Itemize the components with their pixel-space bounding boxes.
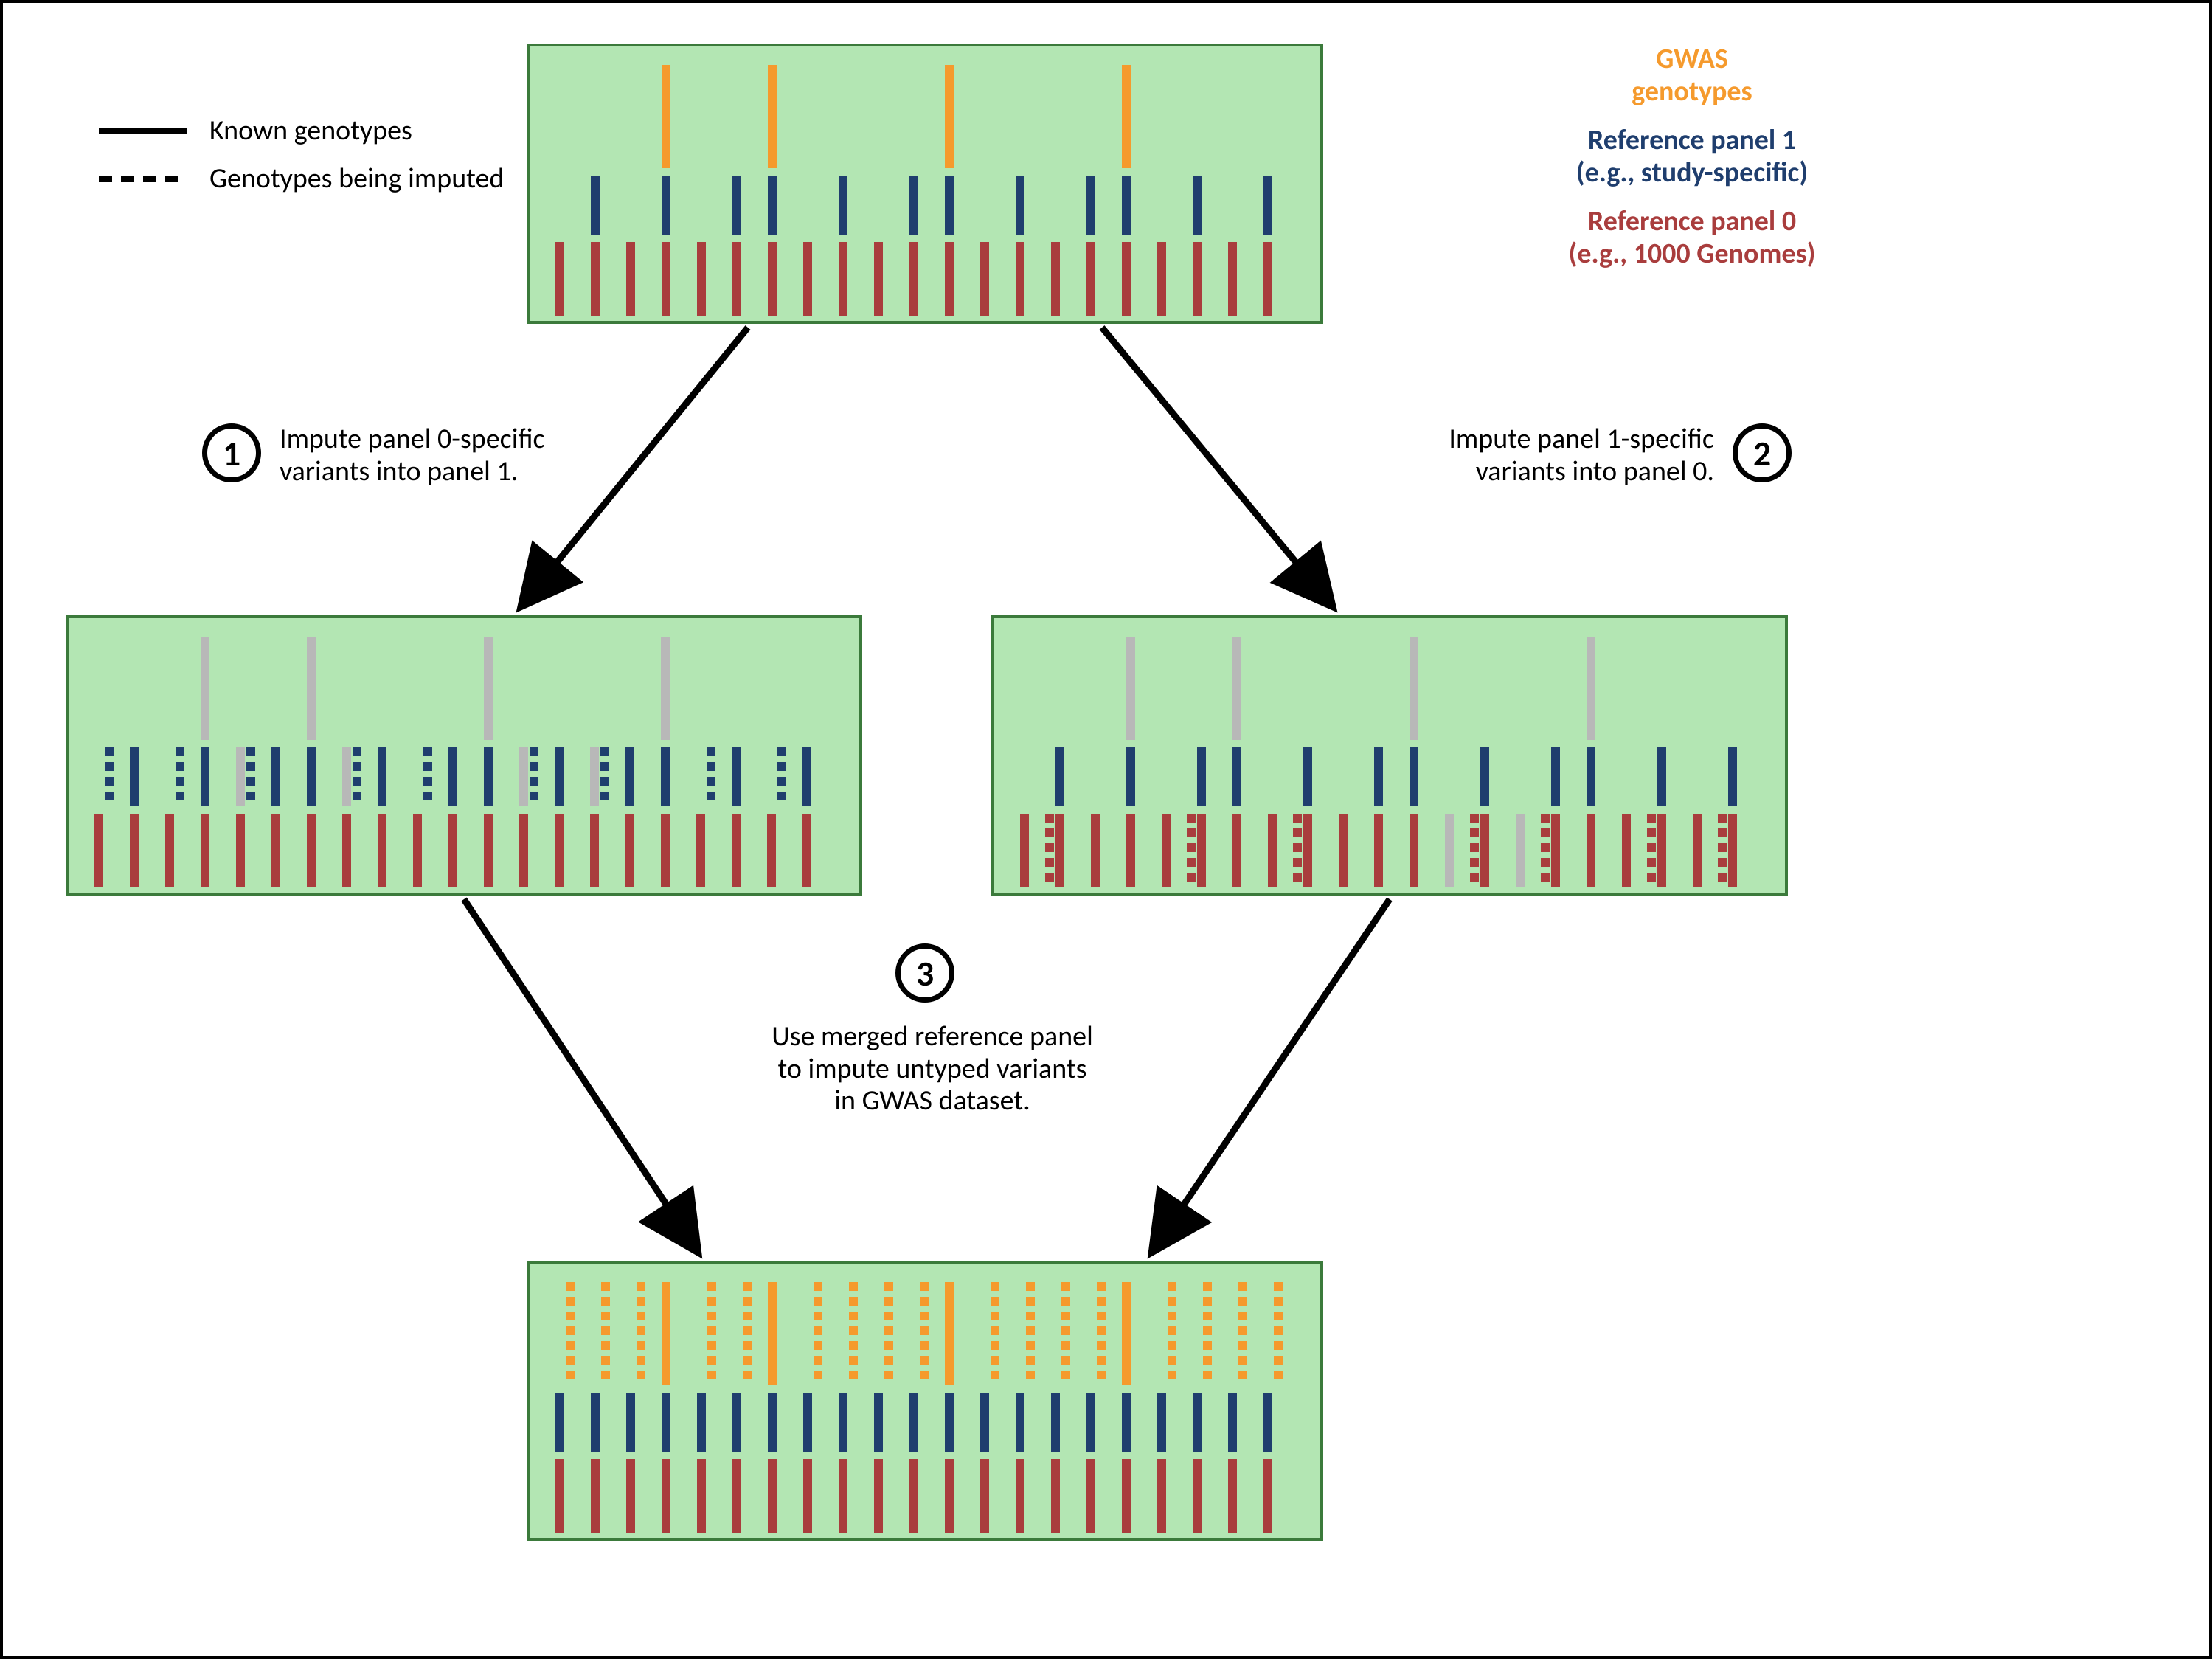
diagram-canvas: Known genotypes Genotypes being imputed …	[0, 0, 2212, 1659]
arrows	[3, 3, 2212, 1662]
